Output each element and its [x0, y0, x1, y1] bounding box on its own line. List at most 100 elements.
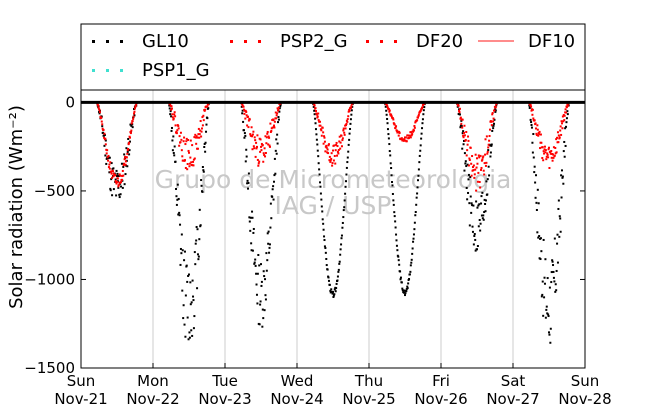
data-point — [534, 181, 537, 184]
data-point — [255, 145, 258, 148]
data-point — [275, 117, 278, 120]
data-point — [556, 131, 559, 134]
data-point — [421, 127, 424, 130]
data-point — [467, 135, 470, 138]
data-point — [566, 103, 569, 106]
data-point — [182, 140, 185, 143]
data-point — [199, 224, 202, 227]
data-point — [192, 295, 195, 298]
data-point — [184, 335, 187, 338]
data-point — [273, 120, 276, 123]
data-point — [265, 136, 268, 139]
data-point — [186, 162, 189, 165]
data-point — [181, 249, 184, 252]
watermark-line-1: Grupo de Micrometeorologia — [155, 165, 512, 194]
data-point — [117, 185, 120, 188]
data-point — [558, 215, 561, 218]
data-point — [260, 145, 262, 148]
data-point — [482, 214, 485, 217]
data-point — [192, 299, 195, 302]
data-point — [115, 182, 118, 185]
data-point — [552, 156, 555, 159]
data-point — [329, 159, 332, 162]
data-point — [111, 194, 114, 197]
data-point — [407, 282, 410, 285]
data-point — [349, 107, 352, 110]
data-point — [344, 127, 347, 130]
data-point — [558, 235, 561, 238]
data-point — [460, 125, 463, 128]
data-point — [198, 238, 201, 241]
data-point — [263, 147, 266, 150]
legend-swatch — [380, 40, 383, 43]
data-point — [458, 111, 461, 114]
data-point — [251, 148, 254, 151]
data-point — [169, 113, 172, 116]
data-point — [129, 123, 132, 126]
data-point — [274, 111, 277, 114]
data-point — [316, 149, 319, 152]
data-point — [463, 124, 466, 127]
data-point — [404, 292, 407, 295]
data-point — [395, 244, 398, 247]
data-point — [174, 115, 177, 118]
data-point — [471, 225, 474, 228]
data-point — [255, 147, 258, 150]
data-point — [550, 156, 553, 159]
data-point — [200, 130, 203, 133]
data-point — [541, 146, 544, 149]
data-point — [173, 145, 176, 148]
data-point — [461, 147, 464, 150]
data-point — [479, 229, 482, 232]
data-point — [418, 161, 421, 164]
data-point — [130, 122, 133, 125]
data-point — [333, 154, 336, 157]
data-point — [475, 166, 478, 169]
data-point — [111, 170, 114, 173]
data-point — [248, 216, 251, 219]
data-point — [329, 160, 332, 163]
data-point — [104, 139, 107, 142]
data-point — [473, 173, 476, 176]
data-point — [543, 276, 546, 279]
data-point — [115, 169, 118, 172]
data-point — [566, 113, 569, 116]
data-point — [420, 137, 423, 140]
data-point — [246, 182, 249, 185]
data-point — [472, 243, 475, 246]
data-point — [550, 150, 553, 153]
data-point — [267, 230, 270, 233]
x-tick-label-date: Nov-27 — [486, 390, 539, 408]
data-point — [334, 290, 337, 293]
data-point — [265, 142, 268, 145]
data-point — [320, 205, 323, 208]
data-point — [537, 132, 540, 135]
data-point — [535, 127, 538, 130]
data-point — [242, 108, 245, 111]
data-point — [245, 114, 248, 117]
data-point — [202, 114, 205, 117]
data-point — [267, 135, 270, 138]
data-point — [249, 229, 252, 232]
data-point — [553, 237, 556, 240]
data-point — [531, 108, 534, 111]
data-point — [313, 109, 316, 112]
data-point — [342, 129, 345, 132]
data-point — [204, 141, 207, 144]
data-point — [264, 155, 267, 158]
data-point — [467, 191, 470, 194]
data-point — [128, 141, 131, 144]
data-point — [252, 227, 255, 230]
x-tick-label-weekday: Sun — [571, 372, 600, 390]
data-point — [271, 188, 274, 191]
data-point — [481, 217, 484, 220]
data-point — [394, 226, 397, 229]
data-point — [110, 162, 113, 165]
data-point — [118, 196, 121, 199]
data-point — [175, 188, 178, 191]
data-point — [117, 184, 120, 187]
data-point — [487, 143, 490, 146]
data-point — [548, 333, 551, 336]
legend-swatch — [92, 69, 95, 72]
data-point — [104, 143, 107, 146]
